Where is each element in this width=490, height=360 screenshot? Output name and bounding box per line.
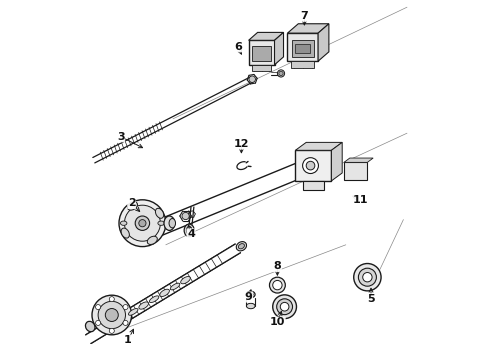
Polygon shape bbox=[252, 46, 271, 61]
Circle shape bbox=[277, 70, 285, 77]
Text: 1: 1 bbox=[124, 335, 132, 345]
Circle shape bbox=[354, 264, 381, 291]
Ellipse shape bbox=[121, 221, 127, 225]
Ellipse shape bbox=[164, 216, 175, 230]
Polygon shape bbox=[344, 158, 373, 162]
Ellipse shape bbox=[171, 283, 180, 290]
Ellipse shape bbox=[181, 276, 190, 284]
Text: 9: 9 bbox=[245, 292, 252, 302]
Polygon shape bbox=[288, 24, 329, 33]
Circle shape bbox=[123, 305, 128, 310]
Polygon shape bbox=[295, 44, 310, 53]
Circle shape bbox=[249, 76, 255, 82]
Circle shape bbox=[109, 297, 114, 302]
Ellipse shape bbox=[236, 242, 246, 251]
Ellipse shape bbox=[246, 291, 255, 298]
Ellipse shape bbox=[147, 236, 157, 244]
Text: 10: 10 bbox=[270, 317, 285, 327]
Circle shape bbox=[139, 220, 146, 227]
Polygon shape bbox=[295, 142, 342, 150]
Polygon shape bbox=[86, 244, 241, 343]
Polygon shape bbox=[344, 162, 368, 180]
Polygon shape bbox=[331, 142, 342, 181]
Circle shape bbox=[119, 200, 166, 247]
Text: 6: 6 bbox=[234, 42, 242, 52]
Ellipse shape bbox=[186, 226, 192, 234]
Ellipse shape bbox=[246, 303, 255, 309]
Circle shape bbox=[105, 309, 118, 321]
Text: 4: 4 bbox=[187, 229, 195, 239]
Text: 11: 11 bbox=[352, 195, 368, 205]
Circle shape bbox=[306, 161, 315, 170]
Circle shape bbox=[270, 277, 285, 293]
Circle shape bbox=[303, 158, 318, 174]
Circle shape bbox=[124, 205, 160, 241]
Circle shape bbox=[279, 71, 283, 76]
Ellipse shape bbox=[85, 321, 95, 332]
Polygon shape bbox=[303, 181, 324, 190]
Ellipse shape bbox=[139, 302, 148, 309]
Ellipse shape bbox=[184, 224, 194, 237]
Polygon shape bbox=[274, 32, 284, 65]
Text: 3: 3 bbox=[117, 132, 124, 142]
Polygon shape bbox=[288, 33, 318, 61]
Polygon shape bbox=[291, 61, 315, 68]
Ellipse shape bbox=[160, 289, 170, 297]
Polygon shape bbox=[295, 150, 331, 181]
Circle shape bbox=[277, 299, 293, 315]
Circle shape bbox=[182, 212, 189, 220]
Circle shape bbox=[96, 305, 100, 310]
Polygon shape bbox=[248, 32, 284, 40]
Polygon shape bbox=[248, 40, 274, 65]
Circle shape bbox=[358, 268, 376, 286]
Circle shape bbox=[273, 280, 282, 290]
Circle shape bbox=[109, 328, 114, 333]
Ellipse shape bbox=[121, 228, 129, 238]
Text: 8: 8 bbox=[273, 261, 281, 271]
Polygon shape bbox=[318, 24, 329, 61]
Polygon shape bbox=[252, 65, 271, 71]
Ellipse shape bbox=[158, 221, 164, 225]
Ellipse shape bbox=[169, 219, 175, 228]
Text: 7: 7 bbox=[300, 11, 308, 21]
Circle shape bbox=[92, 295, 132, 335]
Circle shape bbox=[96, 320, 100, 325]
Text: 2: 2 bbox=[128, 198, 135, 208]
Ellipse shape bbox=[127, 202, 138, 210]
Ellipse shape bbox=[155, 208, 164, 218]
Ellipse shape bbox=[248, 293, 253, 296]
Circle shape bbox=[135, 216, 149, 230]
Circle shape bbox=[363, 273, 372, 282]
Circle shape bbox=[280, 302, 289, 311]
Ellipse shape bbox=[128, 309, 138, 315]
Text: 12: 12 bbox=[234, 139, 249, 149]
Ellipse shape bbox=[149, 296, 159, 302]
Circle shape bbox=[273, 295, 296, 319]
Ellipse shape bbox=[238, 244, 245, 249]
Circle shape bbox=[123, 320, 128, 325]
Text: 5: 5 bbox=[367, 294, 375, 304]
Circle shape bbox=[98, 301, 125, 329]
Polygon shape bbox=[292, 40, 314, 57]
